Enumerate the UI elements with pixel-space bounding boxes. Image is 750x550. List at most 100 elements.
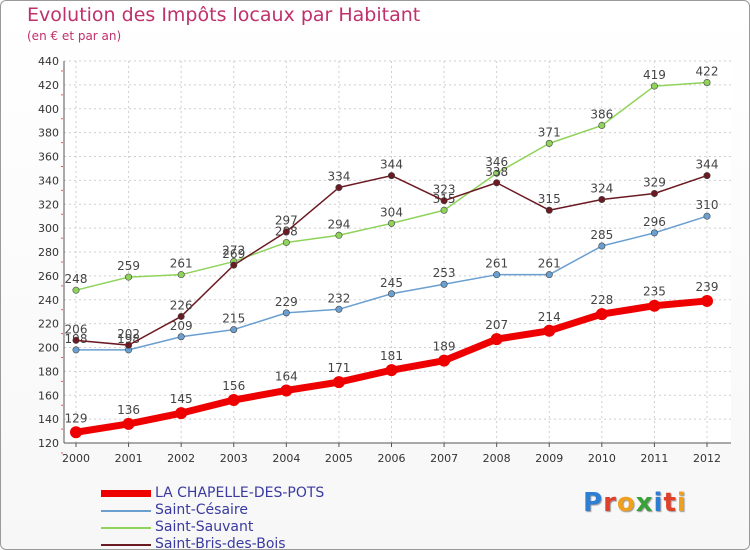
data-point: [175, 407, 188, 420]
x-tick-label: 2008: [483, 452, 511, 465]
data-point: [387, 219, 395, 227]
data-point: [122, 417, 135, 430]
data-point: [230, 261, 238, 269]
data-point: [335, 231, 343, 239]
x-tick-label: 2000: [62, 452, 90, 465]
data-point: [70, 426, 82, 439]
y-tick-label: 260: [38, 270, 59, 283]
logo-letter: o: [616, 488, 636, 518]
data-label: 136: [117, 403, 140, 417]
legend-label: Saint-Césaire: [155, 502, 248, 518]
x-tick-label: 2005: [325, 452, 353, 465]
data-label: 310: [696, 198, 719, 212]
data-point: [493, 271, 501, 279]
data-label: 315: [538, 192, 561, 206]
data-point: [650, 229, 658, 237]
x-tick-label: 2011: [640, 452, 668, 465]
data-point: [72, 336, 80, 344]
data-label: 329: [643, 176, 666, 190]
chart-subtitle: (en € et par an): [27, 29, 122, 43]
data-point: [125, 341, 133, 349]
data-label: 181: [380, 349, 403, 363]
data-label: 285: [590, 228, 613, 242]
x-tick-label: 2003: [220, 452, 248, 465]
proxiti-logo: Proxiti: [583, 488, 687, 518]
x-tick-label: 2001: [115, 452, 143, 465]
data-point: [227, 394, 240, 407]
data-point: [493, 179, 501, 187]
data-label: 229: [275, 295, 298, 309]
data-point: [545, 139, 553, 147]
data-point: [703, 78, 711, 86]
y-tick-label: 300: [38, 222, 59, 235]
data-point: [543, 324, 556, 337]
y-tick-label: 400: [38, 103, 59, 116]
data-label: 209: [170, 319, 193, 333]
data-point: [335, 184, 343, 192]
logo-letter: r: [603, 488, 617, 518]
y-tick-label: 180: [38, 365, 59, 378]
y-tick-label: 160: [38, 389, 59, 402]
data-label: 346: [485, 155, 508, 169]
data-point: [280, 384, 293, 397]
data-point: [701, 294, 713, 307]
data-label: 189: [433, 340, 456, 354]
data-point: [282, 228, 290, 236]
chart-title: Evolution des Impôts locaux par Habitant: [27, 4, 421, 26]
data-label: 239: [696, 280, 719, 294]
data-point: [335, 305, 343, 313]
data-label: 323: [433, 183, 456, 197]
data-label: 248: [65, 272, 88, 286]
data-label: 164: [275, 369, 298, 383]
data-label: 156: [222, 379, 245, 393]
data-label: 215: [222, 312, 245, 326]
legend-label: Saint-Sauvant: [155, 519, 254, 535]
data-point: [230, 326, 238, 334]
data-label: 297: [275, 214, 298, 228]
data-label: 324: [590, 181, 613, 195]
legend-swatch: [101, 490, 151, 497]
data-point: [493, 169, 501, 177]
data-label: 245: [380, 276, 403, 290]
data-point: [282, 238, 290, 246]
x-tick-label: 2012: [693, 452, 721, 465]
y-tick-label: 340: [38, 174, 59, 187]
data-label: 272: [222, 244, 245, 258]
data-point: [648, 299, 661, 312]
data-point: [545, 271, 553, 279]
data-label: 386: [590, 107, 613, 121]
data-label: 338: [485, 165, 508, 179]
data-point: [650, 190, 658, 198]
data-label: 207: [485, 318, 508, 332]
logo-letter: i: [676, 488, 687, 518]
y-tick-label: 140: [38, 413, 59, 426]
data-label: 371: [538, 125, 561, 139]
data-label: 202: [117, 327, 140, 341]
data-label: 304: [380, 205, 403, 219]
data-point: [385, 364, 398, 377]
data-point: [282, 309, 290, 317]
data-point: [332, 376, 345, 389]
data-label: 344: [380, 158, 403, 172]
data-label: 334: [327, 170, 350, 184]
logo-letter: x: [635, 488, 654, 518]
data-label: 253: [433, 266, 456, 280]
data-label: 232: [327, 291, 350, 305]
data-label: 261: [538, 257, 561, 271]
data-label: 129: [65, 411, 88, 425]
y-tick-label: 360: [38, 151, 59, 164]
data-point: [72, 286, 80, 294]
logo-letter: P: [583, 488, 604, 518]
y-tick-label: 200: [38, 342, 59, 355]
legend-label: Saint-Bris-des-Bois: [155, 536, 286, 550]
data-point: [490, 333, 503, 346]
data-point: [387, 290, 395, 298]
x-tick-label: 2006: [378, 452, 406, 465]
data-point: [177, 312, 185, 320]
y-tick-label: 220: [38, 318, 59, 331]
x-tick-label: 2002: [167, 452, 195, 465]
data-label: 344: [696, 158, 719, 172]
logo-letter: i: [653, 488, 664, 518]
data-label: 171: [327, 361, 350, 375]
